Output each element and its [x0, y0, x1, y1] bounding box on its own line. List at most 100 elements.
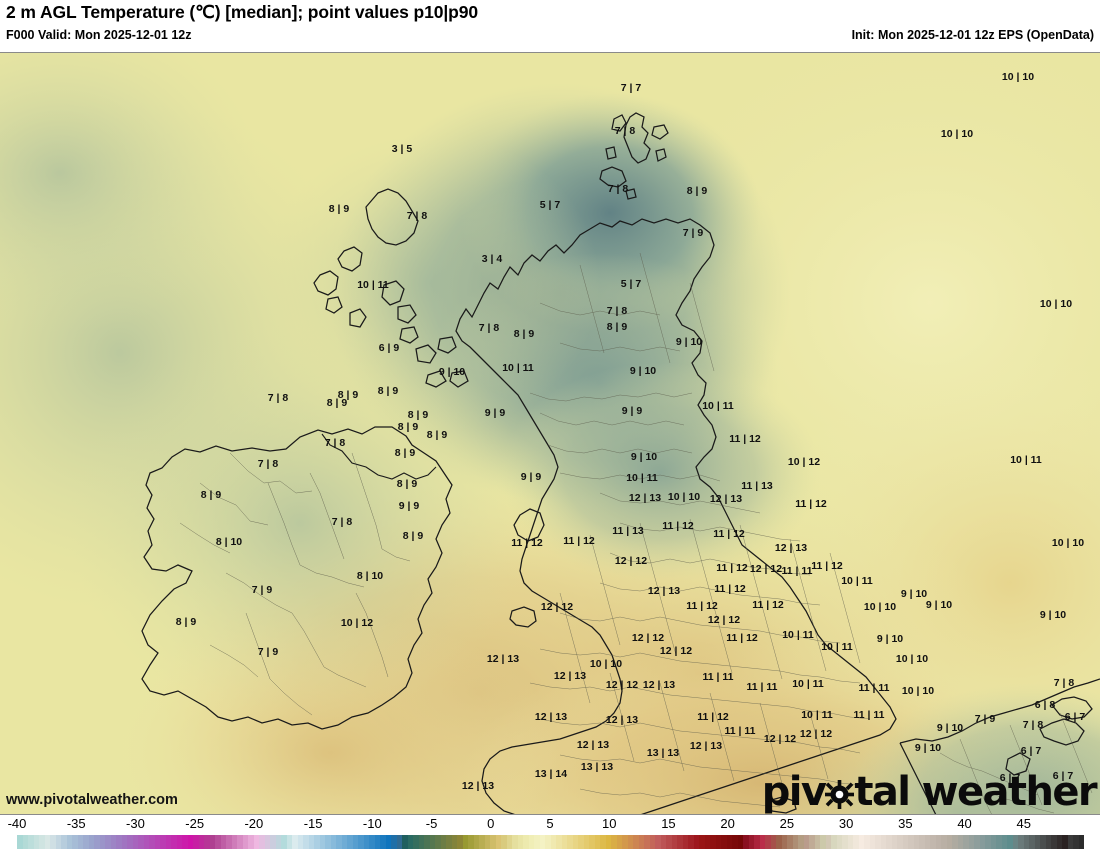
colorbar-cell [512, 835, 518, 849]
colorbar-cell [297, 835, 303, 849]
colorbar-cell [336, 835, 342, 849]
colorbar-cell [341, 835, 347, 849]
colorbar-cell [347, 835, 353, 849]
colorbar-cell [121, 835, 127, 849]
colorbar-cell [462, 835, 468, 849]
colorbar-cell [88, 835, 94, 849]
colorbar-tick: -15 [303, 816, 323, 831]
colorbar-cell [396, 835, 402, 849]
colorbar-cell [325, 835, 331, 849]
colorbar-cell [1023, 835, 1029, 849]
colorbar-cell [413, 835, 419, 849]
colorbar-cell [633, 835, 639, 849]
colorbar-cell [737, 835, 743, 849]
colorbar-cell [435, 835, 441, 849]
colorbar-cell [644, 835, 650, 849]
colorbar-cell [517, 835, 523, 849]
colorbar-cell [358, 835, 364, 849]
colorbar-cell [660, 835, 666, 849]
colorbar-cell [490, 835, 496, 849]
colorbar-cell [308, 835, 314, 849]
colorbar-cell [946, 835, 952, 849]
colorbar-cell [198, 835, 204, 849]
colorbar-cell [985, 835, 991, 849]
colorbar-cell [688, 835, 694, 849]
colorbar-cell [281, 835, 287, 849]
colorbar-cell [44, 835, 50, 849]
colorbar-tick: -25 [185, 816, 205, 831]
colorbar-cell [374, 835, 380, 849]
colorbar-tick: 35 [898, 816, 913, 831]
colorbar: -40 -35 -30 -25 -20 -15 -10 -5 0 5 10 15 20 25 30 35 40 4… [0, 815, 1100, 850]
colorbar-cell [28, 835, 34, 849]
valid-time-label: F000 Valid: Mon 2025-12-01 12z [6, 28, 192, 42]
colorbar-cell [83, 835, 89, 849]
colorbar-tick: -30 [126, 816, 145, 831]
colorbar-cell [1034, 835, 1040, 849]
colorbar-cell [710, 835, 716, 849]
colorbar-cell [968, 835, 974, 849]
gear-sun-icon [825, 780, 855, 809]
colorbar-cell [429, 835, 435, 849]
colorbar-cell [171, 835, 177, 849]
colorbar-cell [380, 835, 386, 849]
colorbar-cell [1040, 835, 1046, 849]
colorbar-cell [941, 835, 947, 849]
colorbar-cell [209, 835, 215, 849]
colorbar-cell [974, 835, 980, 849]
colorbar-cell [825, 835, 831, 849]
colorbar-cell [39, 835, 45, 849]
colorbar-cell [693, 835, 699, 849]
colorbar-cell [996, 835, 1002, 849]
colorbar-tick-labels: -40 -35 -30 -25 -20 -15 -10 -5 0 5 10 15 20 25 30 35 40 4… [0, 815, 1100, 833]
colorbar-cell [187, 835, 193, 849]
colorbar-cell [1029, 835, 1035, 849]
header-bar: 2 m AGL Temperature (℃) [median]; point … [0, 0, 1100, 52]
colorbar-cell [138, 835, 144, 849]
colorbar-cell [242, 835, 248, 849]
colorbar-cell [17, 835, 23, 849]
colorbar-cell [776, 835, 782, 849]
colorbar-cell [259, 835, 265, 849]
colorbar-cell [418, 835, 424, 849]
colorbar-cell [715, 835, 721, 849]
colorbar-tick: 15 [661, 816, 676, 831]
colorbar-tick: -5 [425, 816, 438, 831]
colorbar-cell [572, 835, 578, 849]
colorbar-cell [182, 835, 188, 849]
colorbar-cell [814, 835, 820, 849]
colorbar-cell [1073, 835, 1079, 849]
colorbar-cell [638, 835, 644, 849]
colorbar-cell [94, 835, 100, 849]
colorbar-cell [886, 835, 892, 849]
colorbar-tick: 30 [838, 816, 854, 831]
colorbar-cell [1062, 835, 1068, 849]
colorbar-cell [154, 835, 160, 849]
colorbar-tick: -20 [244, 816, 264, 831]
colorbar-cell [424, 835, 430, 849]
colorbar-cell [369, 835, 375, 849]
colorbar-cell [952, 835, 958, 849]
colorbar-cell [127, 835, 133, 849]
colorbar-cell [836, 835, 842, 849]
colorbar-cell [578, 835, 584, 849]
colorbar-tick: 20 [720, 816, 735, 831]
colorbar-cell [440, 835, 446, 849]
colorbar-cell [534, 835, 540, 849]
colorbar-cell [1051, 835, 1057, 849]
colorbar-cell [875, 835, 881, 849]
colorbar-cell [248, 835, 254, 849]
colorbar-cell [655, 835, 661, 849]
colorbar-cell [484, 835, 490, 849]
colorbar-cell [682, 835, 688, 849]
colorbar-cell [286, 835, 292, 849]
colorbar-cell [897, 835, 903, 849]
colorbar-cell [33, 835, 39, 849]
colorbar-cell [721, 835, 727, 849]
colorbar-cell [748, 835, 754, 849]
colorbar-cell [143, 835, 149, 849]
colorbar-cell [1056, 835, 1062, 849]
colorbar-cell [149, 835, 155, 849]
colorbar-cell [935, 835, 941, 849]
